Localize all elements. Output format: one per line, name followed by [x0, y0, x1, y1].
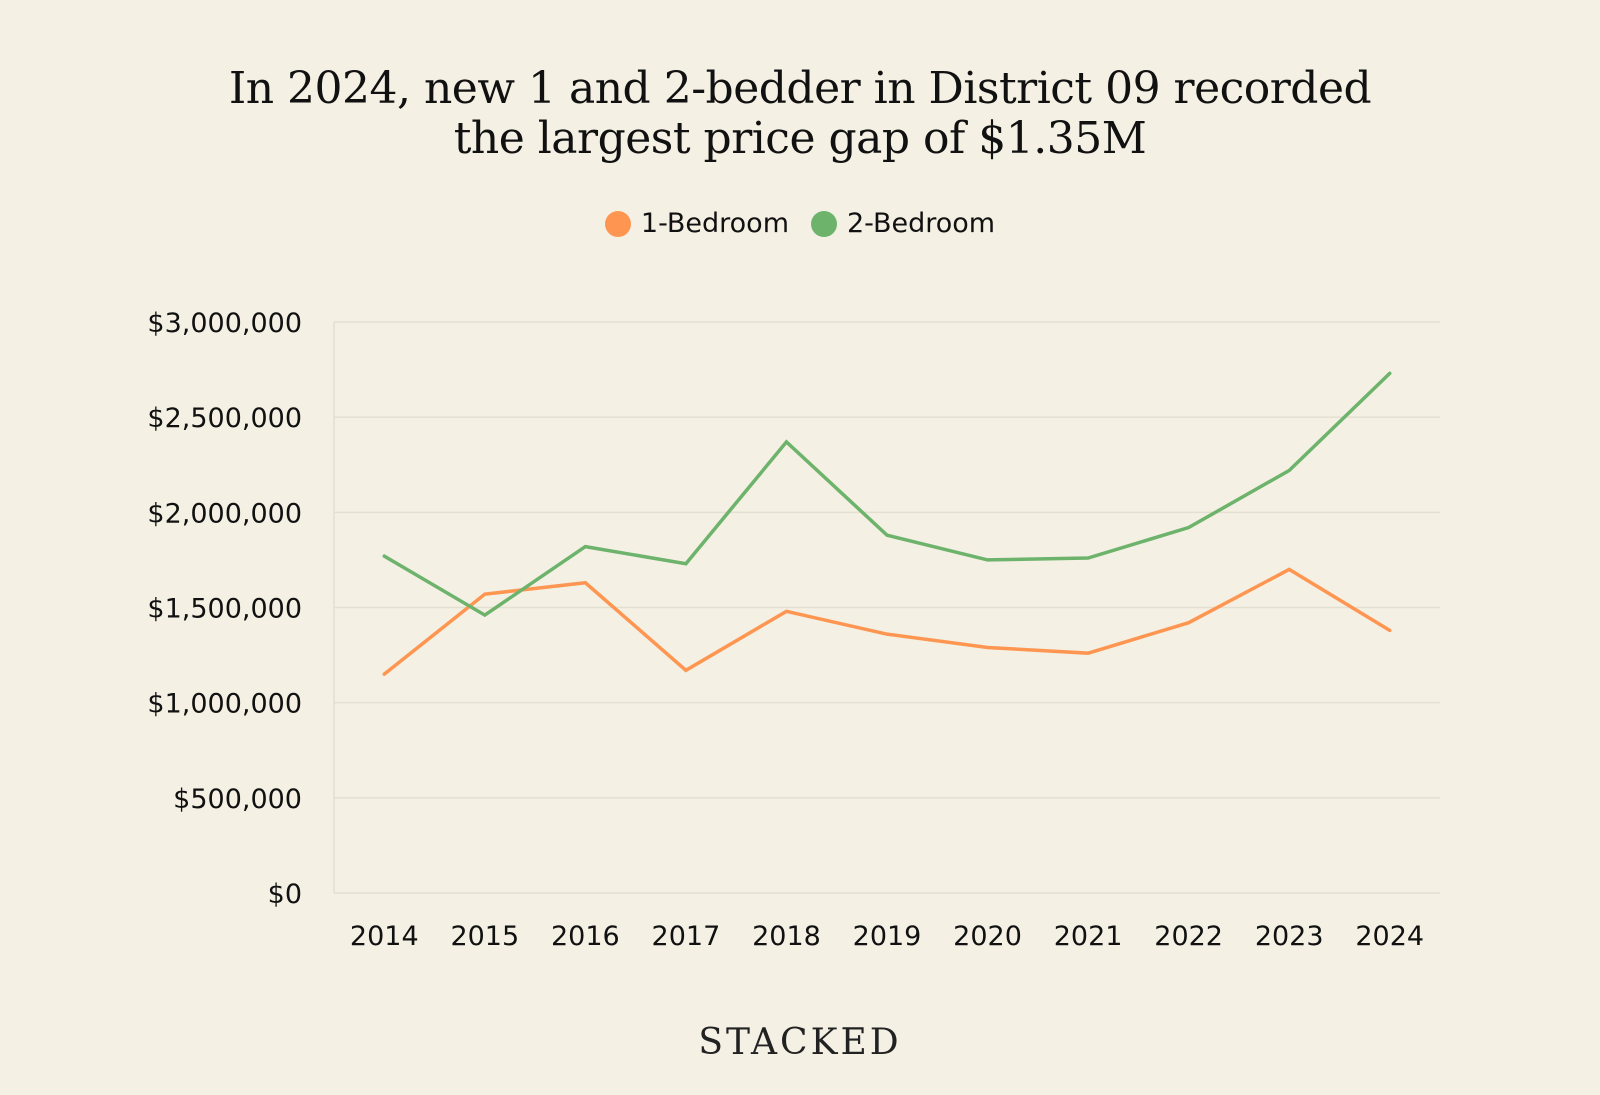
y-tick-label: $2,500,000 — [147, 403, 302, 434]
y-tick-label: $3,000,000 — [147, 308, 302, 339]
chart-legend: 1-Bedroom 2-Bedroom — [0, 208, 1600, 239]
x-tick-label: 2018 — [752, 921, 821, 952]
chart-title: In 2024, new 1 and 2-bedder in District … — [0, 64, 1600, 164]
chart-title-line-2: the largest price gap of $1.35M — [453, 113, 1147, 164]
series-line-1-bedroom — [382, 567, 1392, 676]
y-tick-label: $1,500,000 — [147, 594, 302, 625]
legend-label-1-bedroom: 1-Bedroom — [640, 208, 789, 239]
legend-label-2-bedroom: 2-Bedroom — [847, 208, 996, 239]
x-tick-label: 2024 — [1355, 921, 1424, 952]
legend-dot-2-bedroom — [811, 210, 837, 237]
x-tick-label: 2023 — [1255, 921, 1324, 952]
x-tick-label: 2020 — [953, 921, 1022, 952]
legend-dot-1-bedroom — [604, 210, 631, 237]
x-tick-label: 2019 — [853, 921, 922, 952]
brand-logo-text: STACKED — [698, 1022, 902, 1063]
legend-item-2-bedroom: 2-Bedroom — [811, 208, 995, 239]
chart-title-line-1: In 2024, new 1 and 2-bedder in District … — [228, 63, 1372, 114]
y-tick-label: $0 — [268, 879, 302, 910]
x-tick-label: 2022 — [1154, 921, 1223, 952]
x-tick-label: 2016 — [551, 921, 620, 952]
x-tick-label: 2021 — [1054, 921, 1123, 952]
y-tick-label: $500,000 — [173, 784, 302, 815]
series-line-2-bedroom — [382, 371, 1392, 618]
x-tick-label: 2017 — [652, 921, 721, 952]
y-tick-label: $1,000,000 — [147, 689, 302, 720]
x-tick-label: 2014 — [350, 921, 419, 952]
legend-item-1-bedroom: 1-Bedroom — [604, 208, 789, 239]
y-tick-label: $2,000,000 — [147, 498, 302, 529]
x-tick-label: 2015 — [450, 921, 519, 952]
